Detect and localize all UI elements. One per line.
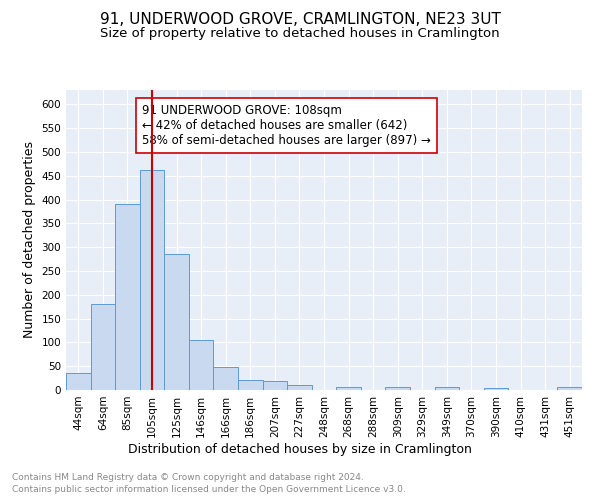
Bar	[484, 388, 508, 390]
Bar	[336, 386, 361, 390]
Bar	[115, 204, 140, 390]
Text: Contains HM Land Registry data © Crown copyright and database right 2024.: Contains HM Land Registry data © Crown c…	[12, 472, 364, 482]
Bar	[238, 380, 263, 390]
Bar	[434, 387, 459, 390]
Bar	[385, 387, 410, 390]
Bar	[263, 382, 287, 390]
Bar	[164, 254, 189, 390]
Text: 91 UNDERWOOD GROVE: 108sqm
← 42% of detached houses are smaller (642)
58% of sem: 91 UNDERWOOD GROVE: 108sqm ← 42% of deta…	[142, 104, 431, 148]
Text: Size of property relative to detached houses in Cramlington: Size of property relative to detached ho…	[100, 28, 500, 40]
Y-axis label: Number of detached properties: Number of detached properties	[23, 142, 36, 338]
Bar	[140, 170, 164, 390]
Bar	[66, 374, 91, 390]
Text: 91, UNDERWOOD GROVE, CRAMLINGTON, NE23 3UT: 91, UNDERWOOD GROVE, CRAMLINGTON, NE23 3…	[100, 12, 500, 28]
Bar	[557, 387, 582, 390]
Bar	[91, 304, 115, 390]
Bar	[214, 367, 238, 390]
Text: Contains public sector information licensed under the Open Government Licence v3: Contains public sector information licen…	[12, 485, 406, 494]
Bar	[189, 340, 214, 390]
Bar	[287, 385, 312, 390]
Text: Distribution of detached houses by size in Cramlington: Distribution of detached houses by size …	[128, 442, 472, 456]
